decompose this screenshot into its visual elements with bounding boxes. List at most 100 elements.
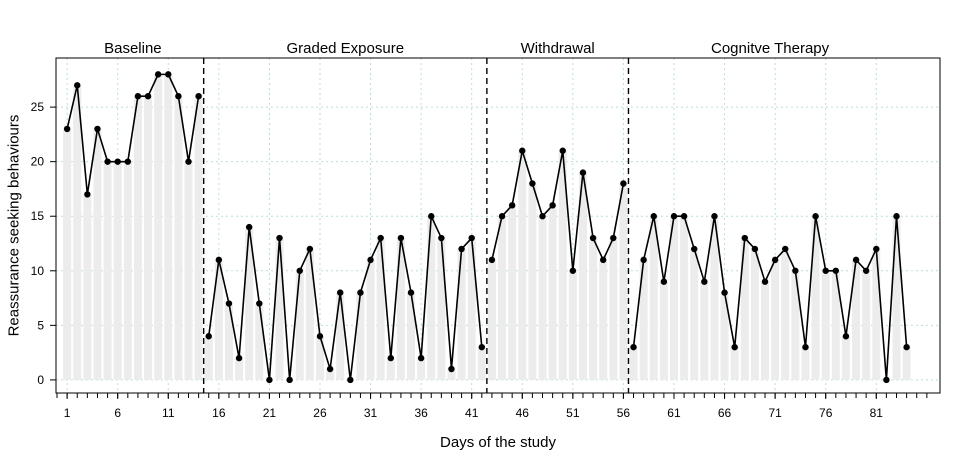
data-point: [63, 125, 71, 133]
x-tick-label: 21: [263, 406, 277, 420]
x-tick-label: 31: [364, 406, 378, 420]
data-point: [640, 256, 647, 264]
data-point: [478, 343, 486, 351]
data-point: [701, 278, 708, 285]
x-tick-label: 41: [465, 406, 479, 420]
x-tick-label: 1: [64, 406, 71, 420]
data-point: [529, 180, 536, 187]
data-point: [175, 92, 182, 100]
data-point: [306, 245, 314, 253]
plot-frame: [55, 57, 941, 394]
data-point: [296, 267, 303, 274]
x-tick-label: 36: [414, 406, 428, 420]
data-point: [670, 213, 678, 220]
data-point: [691, 245, 698, 253]
phase-label-layer: Baseline Graded Exposure Withdrawal Cognitv…: [104, 40, 830, 57]
x-tick-label: 66: [718, 406, 732, 420]
x-tick-label: 46: [516, 406, 530, 420]
data-point: [761, 278, 769, 285]
data-point: [498, 213, 506, 220]
data-point: [842, 333, 850, 340]
data-point: [751, 245, 759, 253]
data-point: [731, 343, 738, 351]
series-line-1: [207, 215, 483, 381]
data-point: [873, 245, 880, 253]
data-point: [205, 333, 212, 340]
data-point: [428, 213, 435, 220]
x-tick-label: 6: [114, 406, 121, 420]
series-line-0: [66, 73, 200, 196]
series-line-layer: [66, 73, 908, 381]
axis-layer: 1 6 11 16 21 26 31 36 41 46 51 56 61 66 71 76 8105101520…: [31, 100, 928, 420]
data-point: [782, 245, 789, 253]
data-point: [741, 234, 748, 242]
data-point: [94, 125, 101, 133]
x-tick-label: 51: [566, 406, 580, 420]
data-point: [215, 256, 223, 264]
y-tick-label: 20: [31, 155, 45, 169]
data-point: [549, 202, 556, 209]
data-point: [599, 256, 607, 264]
data-point: [660, 278, 668, 285]
data-point: [144, 92, 152, 100]
y-tick-label: 25: [31, 100, 45, 114]
data-point: [417, 354, 425, 362]
x-tick-label: 11: [162, 406, 175, 420]
data-point: [357, 289, 364, 296]
x-tick-label: 81: [870, 406, 884, 420]
data-point: [195, 92, 202, 100]
data-point: [488, 256, 496, 264]
x-tick-label: 56: [617, 406, 631, 420]
data-point: [286, 376, 293, 384]
data-point: [407, 289, 415, 296]
data-point: [620, 180, 627, 187]
data-point: [448, 365, 455, 373]
data-point: [185, 158, 192, 165]
y-tick-label: 10: [31, 264, 45, 278]
data-point-layer: [63, 71, 910, 384]
x-tick-label: 71: [768, 406, 782, 420]
series-line-2: [491, 149, 625, 272]
data-point: [862, 267, 870, 274]
data-point: [589, 234, 597, 242]
data-point: [883, 376, 890, 384]
data-point: [225, 300, 233, 307]
data-point: [245, 223, 253, 231]
data-point: [134, 92, 142, 100]
y-tick-label: 15: [31, 209, 45, 223]
x-tick-label: 76: [819, 406, 833, 420]
data-point: [519, 147, 526, 154]
data-point: [721, 289, 728, 296]
y-axis-title: Reassurance seeking behaviours: [6, 115, 23, 337]
data-point: [124, 158, 132, 165]
data-point: [630, 343, 637, 351]
data-point: [559, 147, 566, 154]
phase-boundary-layer: [202, 58, 630, 393]
data-point: [893, 213, 900, 220]
phase-label: Withdrawal: [521, 40, 595, 57]
data-point: [367, 256, 374, 264]
data-point: [235, 354, 243, 362]
x-tick-label: 61: [667, 406, 681, 420]
data-point: [347, 376, 354, 384]
phase-label: Baseline: [104, 40, 162, 57]
y-tick-label: 0: [37, 373, 44, 387]
data-point: [458, 245, 465, 253]
data-point: [397, 234, 405, 242]
data-point: [680, 213, 688, 220]
data-point: [114, 158, 121, 165]
data-point: [256, 300, 263, 307]
data-point: [266, 376, 273, 384]
data-point: [387, 354, 394, 362]
data-point: [276, 234, 283, 242]
area-fill-layer: [63, 74, 911, 380]
data-point: [802, 343, 809, 351]
x-tick-label: 16: [212, 406, 226, 420]
data-point: [771, 256, 779, 264]
data-point: [610, 234, 617, 242]
data-point: [104, 158, 111, 165]
data-point: [792, 267, 799, 274]
y-tick-label: 5: [37, 318, 44, 332]
phase-label: Graded Exposure: [286, 40, 404, 57]
